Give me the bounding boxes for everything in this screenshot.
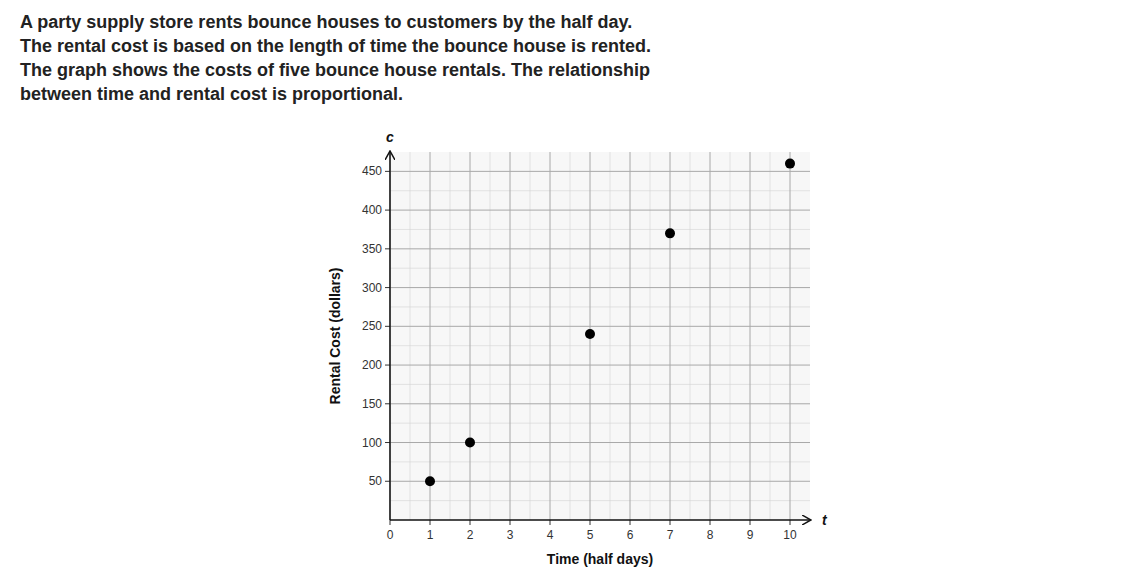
minor-grid-line [530, 152, 531, 520]
chart-container: A party supply store rents bounce houses… [0, 0, 1147, 585]
grid-line [390, 287, 810, 288]
tick-label: 3 [507, 528, 514, 542]
minor-grid-line [390, 229, 810, 230]
grid-line [390, 442, 810, 443]
point [425, 476, 435, 486]
annotation: c [386, 129, 394, 145]
grid-line [630, 152, 631, 520]
point [465, 438, 475, 448]
minor-grid-line [690, 152, 691, 520]
grid [390, 152, 810, 520]
minor-grid-line [390, 461, 810, 462]
grid-line [670, 152, 671, 520]
grid-line [390, 171, 810, 172]
minor-grid-line [390, 345, 810, 346]
minor-grid-line [390, 384, 810, 385]
minor-grid-line [390, 268, 810, 269]
point [585, 329, 595, 339]
tick-label: 0 [387, 528, 394, 542]
minor-grid-line [490, 152, 491, 520]
tick-label: 100 [362, 436, 382, 450]
tick-label: 250 [362, 319, 382, 333]
title-line: between time and rental cost is proporti… [20, 84, 403, 104]
tick-label: 8 [707, 528, 714, 542]
tick-label: 400 [362, 203, 382, 217]
x-axis-line [390, 519, 810, 521]
minor-grid-line [730, 152, 731, 520]
axes [390, 152, 810, 520]
grid-line [390, 403, 810, 404]
annotation: t [822, 512, 828, 528]
tick-label: 4 [547, 528, 554, 542]
tick-label: 6 [627, 528, 634, 542]
minor-grid-line [570, 152, 571, 520]
minor-grid-line [390, 306, 810, 307]
minor-grid-line [410, 152, 411, 520]
grid-line [550, 152, 551, 520]
chart: A party supply store rents bounce houses… [0, 0, 1147, 585]
points [425, 159, 795, 487]
grid-line [510, 152, 511, 520]
grid-line [390, 248, 810, 249]
tick-label: 450 [362, 164, 382, 178]
y-axis-line [389, 152, 391, 520]
grid-line [790, 152, 791, 520]
grid-line [390, 326, 810, 327]
plot-background [390, 152, 810, 520]
tick-label: 5 [587, 528, 594, 542]
minor-grid-line [650, 152, 651, 520]
tick-label: 7 [667, 528, 674, 542]
point [665, 228, 675, 238]
grid-line [750, 152, 751, 520]
x-axis-label: Time (half days) [547, 551, 653, 567]
grid-line [390, 365, 810, 366]
point [785, 159, 795, 169]
grid-line [390, 152, 391, 520]
y-axis-label: Rental Cost (dollars) [327, 268, 343, 405]
grid-line [710, 152, 711, 520]
grid-line [470, 152, 471, 520]
minor-grid-line [450, 152, 451, 520]
tick-label: 350 [362, 242, 382, 256]
tick-label: 200 [362, 358, 382, 372]
grid-line [430, 152, 431, 520]
title-line: The rental cost is based on the length o… [20, 36, 651, 56]
tick-label: 10 [783, 528, 797, 542]
ticks: 0 1 2 3 4 5 6 7 8 9 10 50 100 150 200 250 300 350 400 450 [362, 164, 797, 542]
title-line: A party supply store rents bounce houses… [20, 12, 632, 32]
tick-label: 50 [369, 474, 383, 488]
tick-label: 300 [362, 281, 382, 295]
minor-grid-line [610, 152, 611, 520]
tick-label: 2 [467, 528, 474, 542]
title: A party supply store rents bounce houses… [20, 12, 651, 104]
tick-label: 9 [747, 528, 754, 542]
minor-grid-line [390, 423, 810, 424]
grid-line [390, 210, 810, 211]
minor-grid-line [390, 190, 810, 191]
grid-line [390, 481, 810, 482]
tick-label: 150 [362, 397, 382, 411]
minor-grid-line [770, 152, 771, 520]
tick-label: 1 [427, 528, 434, 542]
title-line: The graph shows the costs of five bounce… [20, 60, 650, 80]
minor-grid-line [390, 500, 810, 501]
